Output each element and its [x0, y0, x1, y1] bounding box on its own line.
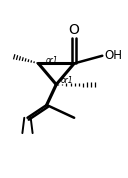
Text: or1: or1	[61, 75, 73, 85]
Text: O: O	[69, 23, 80, 37]
Text: OH: OH	[105, 49, 123, 62]
Text: or1: or1	[45, 56, 58, 65]
